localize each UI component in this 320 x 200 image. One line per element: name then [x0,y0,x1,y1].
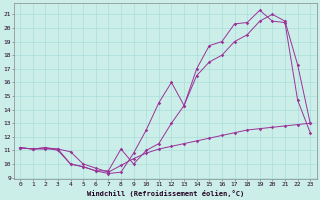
X-axis label: Windchill (Refroidissement éolien,°C): Windchill (Refroidissement éolien,°C) [86,190,244,197]
